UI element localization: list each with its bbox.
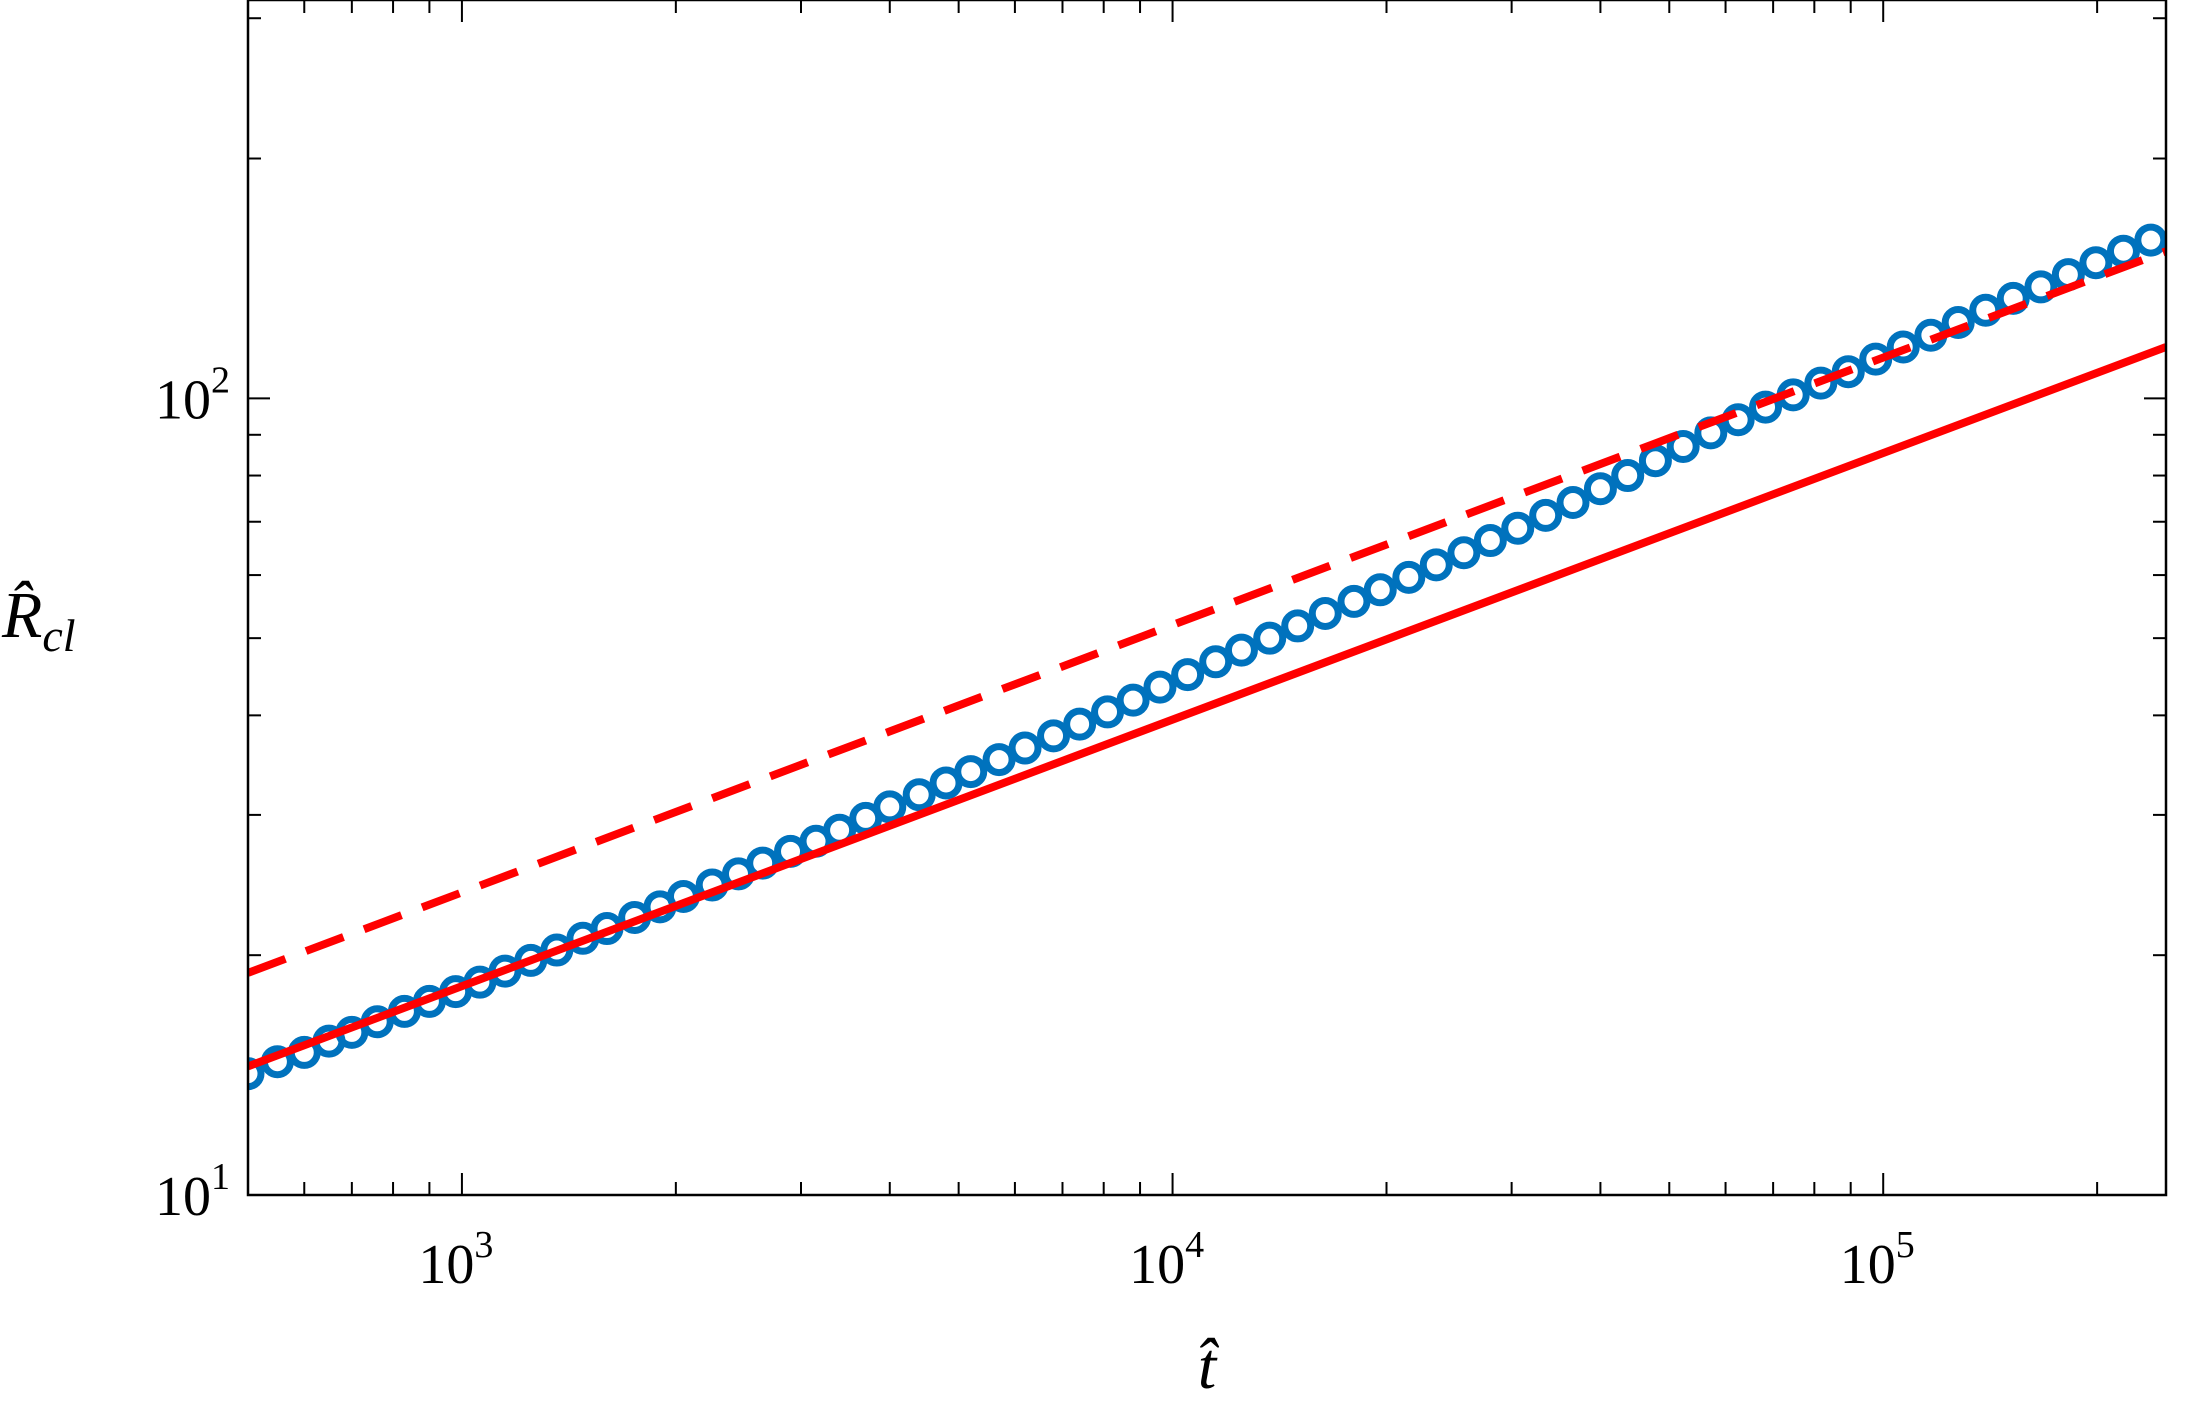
x-axis-label: t̂ bbox=[1198, 1330, 1220, 1403]
data-point-marker bbox=[1419, 548, 1453, 582]
y-tick-label-exponent: 1 bbox=[211, 1156, 230, 1198]
data-point-marker bbox=[1501, 511, 1535, 545]
x-tick-label-base: 10 bbox=[1129, 1234, 1185, 1296]
dashed-fit-line bbox=[248, 247, 2166, 977]
data-point-marker bbox=[1063, 707, 1097, 741]
series-layer bbox=[248, 223, 2166, 1091]
data-point-marker bbox=[1556, 486, 1590, 520]
y-tick-label: 101 bbox=[155, 1156, 230, 1228]
data-point-marker bbox=[1224, 633, 1258, 667]
data-point-marker bbox=[1666, 430, 1700, 464]
y-axis-label-main: R̂ bbox=[1, 579, 42, 652]
data-point-marker bbox=[873, 790, 907, 824]
data-point-marker bbox=[540, 933, 574, 967]
data-point-marker bbox=[1941, 306, 1975, 340]
plot-area bbox=[248, 223, 2166, 1091]
solid-fit-line bbox=[248, 343, 2166, 1071]
data-point-marker bbox=[982, 743, 1016, 777]
y-tick-label-exponent: 2 bbox=[211, 359, 230, 401]
x-tick-label: 104 bbox=[1129, 1224, 1204, 1296]
data-point-marker bbox=[2079, 246, 2113, 280]
x-tick-label: 105 bbox=[1840, 1224, 1915, 1296]
y-axis-label: R̂cl bbox=[1, 579, 76, 661]
data-point-marker bbox=[1281, 609, 1315, 643]
data-point-marker bbox=[1529, 498, 1563, 532]
y-tick-label: 102 bbox=[155, 359, 230, 431]
data-point-marker bbox=[1804, 366, 1838, 400]
data-point-marker bbox=[954, 755, 988, 789]
data-point-marker bbox=[1611, 459, 1645, 493]
data-point-marker bbox=[1116, 683, 1150, 717]
data-point-marker bbox=[1886, 330, 1920, 364]
data-point-marker bbox=[514, 943, 548, 977]
data-point-marker bbox=[2024, 270, 2058, 304]
data-point-marker bbox=[1749, 390, 1783, 424]
x-tick-label-base: 10 bbox=[1840, 1234, 1896, 1296]
x-tick-label-exponent: 4 bbox=[1185, 1224, 1204, 1266]
data-point-marker bbox=[1337, 584, 1371, 618]
data-point-marker bbox=[902, 778, 936, 812]
data-point-marker bbox=[1037, 719, 1071, 753]
data-point-marker bbox=[1253, 621, 1287, 655]
x-tick-label-base: 10 bbox=[418, 1234, 474, 1296]
data-point-marker bbox=[1091, 695, 1125, 729]
plot-frame bbox=[246, 0, 2168, 1197]
data-point-marker bbox=[1308, 596, 1342, 630]
data-point-marker bbox=[1392, 560, 1426, 594]
data-point-marker bbox=[1583, 472, 1617, 506]
data-point-marker bbox=[2134, 223, 2166, 257]
data-point-marker bbox=[1638, 444, 1672, 478]
data-point-marker bbox=[1143, 670, 1177, 704]
x-tick-label-exponent: 5 bbox=[1896, 1224, 1915, 1266]
data-point-marker bbox=[1473, 524, 1507, 558]
x-tick-label-exponent: 3 bbox=[474, 1224, 493, 1266]
data-point-marker bbox=[248, 1057, 265, 1091]
data-point-marker bbox=[1171, 658, 1205, 692]
data-point-marker bbox=[1199, 645, 1233, 679]
x-tick-label: 103 bbox=[418, 1224, 493, 1296]
y-tick-label-base: 10 bbox=[155, 1166, 211, 1228]
y-axis-label-sub: cl bbox=[42, 610, 75, 661]
data-point-marker bbox=[1008, 731, 1042, 765]
data-point-marker bbox=[1447, 536, 1481, 570]
y-tick-label-base: 10 bbox=[155, 369, 211, 431]
data-point-marker bbox=[1363, 573, 1397, 607]
